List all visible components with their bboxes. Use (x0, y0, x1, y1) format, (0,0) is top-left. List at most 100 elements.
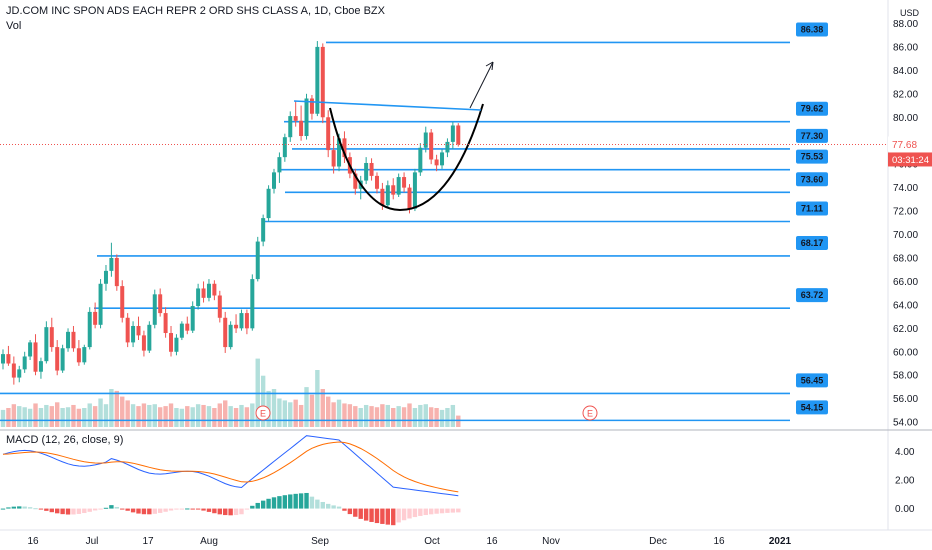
candle-body (206, 283, 211, 298)
volume-bar (125, 400, 130, 427)
time-axis-label: Oct (424, 536, 440, 547)
candle-body (396, 177, 401, 195)
macd-histogram-bar (233, 508, 239, 516)
signal-line (2, 441, 459, 493)
earnings-marker-label: E (587, 409, 593, 419)
volume-bar (17, 406, 22, 427)
macd-histogram-bar (428, 508, 434, 515)
macd-histogram-bar (326, 503, 331, 509)
candle-body (418, 147, 423, 173)
candle-body (60, 348, 65, 371)
volume-bar (103, 404, 109, 427)
candle-body (440, 152, 445, 166)
price-tick-label: 88.00 (893, 19, 918, 30)
candle-body (190, 306, 195, 331)
earnings-marker-label: E (260, 409, 266, 419)
level-label: 54.15 (801, 402, 824, 412)
current-price-tag (888, 136, 932, 152)
volume-bar (109, 389, 114, 427)
volume-bar (136, 406, 141, 427)
level-label-bg (796, 373, 828, 388)
volume-bar (277, 398, 282, 427)
volume-bar (401, 407, 407, 427)
macd-histogram-bar (385, 508, 391, 525)
candle-body (125, 317, 130, 343)
macd-histogram-bar (6, 507, 11, 509)
volume-bar (157, 407, 163, 427)
volume-bar (456, 415, 461, 427)
candle-body (445, 141, 450, 153)
volume-bar (179, 408, 185, 427)
macd-histogram-bar (87, 508, 92, 512)
macd-histogram-bar (163, 508, 168, 512)
volume-bar (60, 408, 65, 427)
volume-bar (374, 407, 380, 427)
level-label-bg (796, 101, 828, 116)
volume-bar (450, 404, 456, 427)
volume-bar (396, 406, 401, 427)
candle-body (412, 172, 417, 209)
level-label: 75.53 (801, 152, 824, 162)
macd-histogram-bar (288, 494, 293, 509)
volume-bar (152, 404, 157, 427)
macd-line (2, 435, 459, 497)
volume-bar (185, 406, 190, 427)
volume-bar (428, 407, 434, 427)
candle-body (49, 327, 54, 348)
macd-histogram-bar (114, 506, 120, 509)
volume-bar (358, 408, 363, 427)
volume-bar (55, 402, 60, 427)
macd-histogram-bar (250, 505, 255, 509)
macd-histogram-bar (363, 508, 369, 521)
countdown-tag (888, 152, 932, 167)
volume-bar (288, 402, 293, 427)
macd-histogram-bar (185, 508, 190, 510)
volume-bar (163, 406, 168, 427)
level-label-bg (796, 22, 828, 37)
level-label-bg (796, 288, 828, 303)
price-tick-label: 72.00 (893, 207, 918, 218)
price-tick-label: 62.00 (893, 324, 918, 335)
candle-body (98, 283, 103, 325)
cup-curve (329, 103, 484, 212)
macd-histogram-bar (228, 508, 233, 516)
macd-histogram-bar (369, 508, 374, 522)
macd-label: MACD (12, 26, close, 9) (6, 434, 124, 446)
time-axis-label: Jul (86, 536, 99, 547)
candle-body (402, 177, 407, 188)
macd-histogram-bar (347, 508, 353, 515)
volume-bar (130, 404, 136, 427)
macd-histogram-bar (439, 508, 445, 514)
volume-bar (33, 403, 38, 427)
volume-bar (445, 408, 450, 427)
candle-body (141, 335, 146, 351)
volume-bar (412, 408, 418, 427)
macd-histogram-bar (71, 508, 76, 515)
candle-body (44, 327, 49, 362)
volume-bar (168, 403, 174, 427)
volume-bar (228, 406, 233, 427)
volume-bar (233, 408, 239, 427)
candle-body (282, 137, 287, 158)
price-tick-label: 64.00 (893, 300, 918, 311)
macd-histogram-bar (190, 508, 195, 510)
volume-bar (217, 403, 222, 427)
macd-histogram-bar (152, 508, 157, 514)
volume-bar (244, 407, 250, 427)
macd-histogram-bar (271, 497, 277, 509)
candle-body (114, 257, 119, 287)
volume-bar (250, 403, 255, 427)
candle-body (315, 46, 320, 114)
macd-tick-label: 0.00 (895, 504, 915, 515)
candle-body (228, 324, 233, 348)
candle-body (250, 279, 255, 329)
level-label: 73.60 (801, 174, 824, 184)
macd-histogram-bar (168, 508, 174, 511)
macd-histogram-bar (147, 508, 152, 515)
price-tick-label: 68.00 (893, 253, 918, 264)
candle-body (239, 313, 244, 329)
candle-body (423, 132, 428, 148)
candle-body (103, 270, 108, 284)
volume-bar (434, 408, 439, 427)
